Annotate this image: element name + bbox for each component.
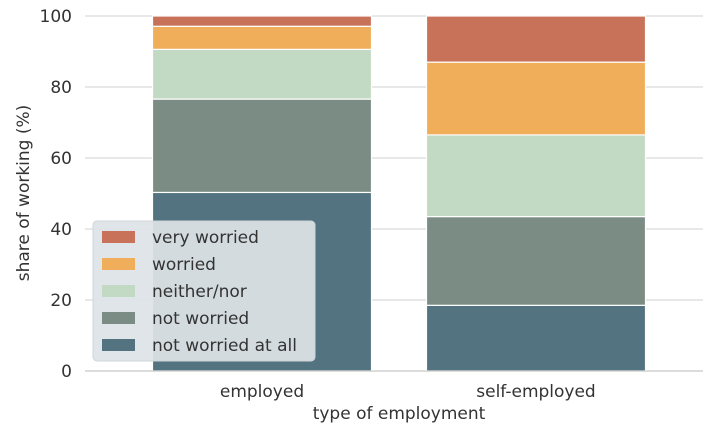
y-tick-label: 100	[40, 7, 72, 27]
legend-label: not worried at all	[152, 336, 297, 356]
bar-segment	[425, 215, 647, 306]
bar-stacks	[151, 15, 647, 372]
legend-swatch	[102, 231, 135, 243]
bar-segment	[151, 98, 373, 194]
legend-swatch	[102, 339, 135, 351]
bar-segment	[425, 304, 647, 372]
x-axis-label: type of employment	[313, 404, 486, 424]
legend-swatch	[102, 285, 135, 297]
bar-segment	[151, 25, 373, 50]
legend: very worried worried neither/nor not worrie…	[92, 220, 316, 362]
legend-label: very worried	[152, 228, 259, 248]
bar-segment	[425, 134, 647, 218]
legend-swatch	[102, 258, 135, 270]
bar-segment	[151, 48, 373, 100]
y-tick-label: 40	[50, 220, 72, 240]
y-axis-ticks: 0 20 40 60 80 100	[40, 7, 72, 382]
bar-segment	[425, 15, 647, 63]
y-tick-label: 80	[50, 78, 72, 98]
x-tick-label: self-employed	[476, 382, 595, 402]
y-tick-label: 20	[50, 291, 72, 311]
bar-segment	[425, 61, 647, 136]
y-axis-label: share of working (%)	[14, 105, 34, 282]
bar-stack-self-employed	[425, 15, 647, 372]
x-axis-ticks: employed self-employed	[220, 382, 596, 402]
legend-swatch	[102, 312, 135, 324]
legend-label: neither/nor	[152, 282, 247, 302]
y-tick-label: 60	[50, 149, 72, 169]
legend-box	[92, 220, 316, 362]
x-tick-label: employed	[220, 382, 304, 402]
legend-label: worried	[152, 255, 216, 275]
legend-label: not worried	[152, 309, 249, 329]
bar-segment	[151, 15, 373, 27]
y-tick-label: 0	[61, 362, 72, 382]
